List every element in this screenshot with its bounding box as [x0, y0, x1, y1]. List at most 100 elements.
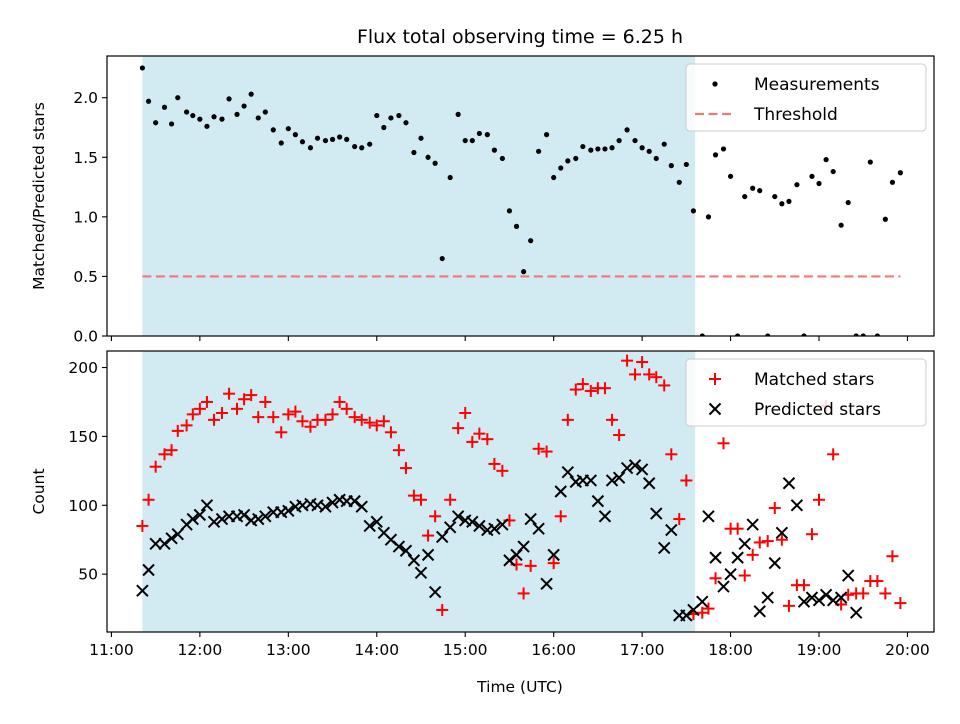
data-point	[591, 494, 605, 508]
data-point	[436, 530, 449, 544]
data-point	[746, 548, 759, 561]
data-point-b	[797, 595, 811, 608]
data-point	[403, 120, 409, 126]
data-point	[897, 170, 903, 176]
data-point	[635, 463, 649, 476]
legend-entry-label: Measurements	[754, 75, 880, 95]
data-point	[496, 464, 509, 477]
data-point	[702, 602, 715, 615]
data-point-b	[849, 606, 863, 619]
data-point	[414, 493, 427, 506]
legend-marker-swatch-b	[708, 402, 722, 416]
data-point-b	[612, 471, 626, 484]
legend-entry-label: Predicted stars	[754, 400, 881, 420]
data-point	[469, 137, 475, 144]
data-point-b	[377, 526, 391, 540]
data-point	[786, 198, 792, 204]
y-tick-label: 0.5	[73, 268, 98, 286]
data-point	[248, 91, 254, 97]
data-point-b	[473, 519, 486, 533]
data-point	[540, 445, 553, 458]
data-point-b	[635, 463, 649, 476]
data-point-b	[355, 500, 368, 513]
data-point-b	[488, 522, 501, 535]
data-point	[576, 378, 589, 391]
data-point-b	[399, 544, 413, 557]
data-point-b	[746, 518, 759, 531]
data-point-b	[466, 515, 479, 529]
data-point-b	[503, 554, 516, 567]
data-point-b	[171, 527, 184, 541]
data-point-b	[650, 507, 663, 520]
data-point	[709, 572, 722, 585]
data-point	[307, 145, 314, 151]
data-point	[304, 420, 317, 433]
data-point	[270, 127, 276, 133]
data-point	[455, 111, 461, 117]
data-point-b	[819, 588, 833, 602]
data-point-b	[136, 584, 149, 597]
data-point-b	[149, 537, 162, 551]
data-point	[282, 408, 295, 421]
axes-frame	[106, 55, 935, 337]
data-point	[145, 98, 152, 104]
data-point-b	[775, 526, 789, 540]
data-point	[200, 499, 214, 512]
data-point	[812, 594, 826, 607]
data-point	[142, 563, 155, 577]
data-point	[561, 413, 574, 426]
data-point	[775, 533, 788, 546]
data-point-b	[834, 591, 848, 604]
data-point	[484, 132, 490, 138]
data-point	[665, 523, 678, 537]
data-point	[326, 496, 339, 509]
data-point-b	[524, 512, 537, 526]
data-point	[462, 137, 468, 144]
data-point	[149, 537, 162, 551]
data-point	[561, 466, 575, 479]
data-point	[746, 518, 759, 531]
data-point-b	[165, 532, 178, 545]
data-point	[355, 413, 368, 426]
data-point-b	[392, 540, 406, 553]
data-point	[180, 419, 193, 432]
data-point-b	[658, 541, 671, 555]
data-point	[717, 580, 730, 593]
data-point	[551, 174, 557, 181]
data-point	[753, 605, 766, 618]
data-point	[841, 569, 855, 582]
data-point	[620, 461, 634, 475]
data-point	[226, 96, 232, 102]
data-point	[845, 199, 851, 206]
data-point	[414, 566, 428, 579]
x-tick-label: 20:00	[885, 641, 930, 659]
data-point	[838, 222, 844, 228]
data-point	[871, 575, 884, 588]
data-point	[517, 587, 530, 600]
data-point-b	[443, 521, 457, 534]
data-point	[632, 137, 638, 144]
data-point	[731, 551, 744, 564]
data-point-b	[554, 485, 567, 498]
data-point	[768, 502, 781, 515]
data-point	[779, 201, 785, 207]
data-point	[536, 148, 542, 154]
data-point	[282, 504, 295, 517]
x-tick-label: 15:00	[443, 641, 488, 659]
data-point	[830, 168, 836, 175]
data-point	[158, 537, 171, 551]
data-point	[503, 554, 516, 567]
data-point	[429, 510, 442, 523]
data-point	[363, 519, 376, 533]
data-point-b	[738, 537, 751, 551]
data-point	[809, 173, 815, 179]
data-point-b	[812, 594, 826, 607]
data-point	[624, 127, 630, 133]
data-point-b	[724, 567, 737, 581]
data-point-b	[496, 518, 509, 531]
data-point-b	[665, 523, 678, 537]
data-point	[161, 104, 168, 110]
data-point	[621, 354, 634, 367]
data-point	[860, 333, 866, 336]
data-point	[513, 223, 520, 229]
